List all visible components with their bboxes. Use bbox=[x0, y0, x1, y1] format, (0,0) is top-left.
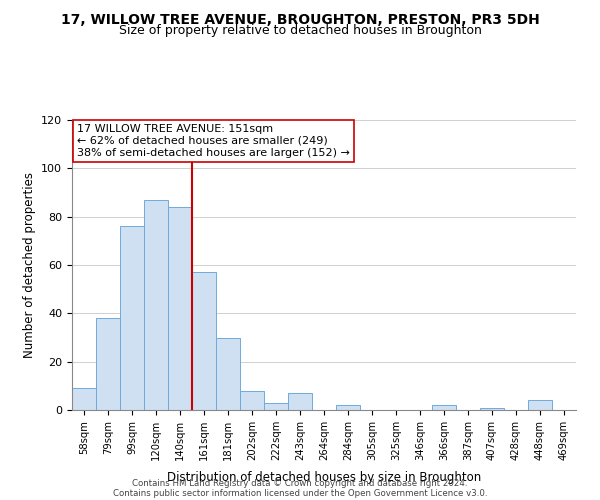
Bar bbox=[96, 318, 120, 410]
Bar bbox=[120, 226, 144, 410]
Bar bbox=[432, 405, 456, 410]
Bar bbox=[240, 390, 264, 410]
X-axis label: Distribution of detached houses by size in Broughton: Distribution of detached houses by size … bbox=[167, 471, 481, 484]
Y-axis label: Number of detached properties: Number of detached properties bbox=[23, 172, 35, 358]
Text: 17 WILLOW TREE AVENUE: 151sqm
← 62% of detached houses are smaller (249)
38% of : 17 WILLOW TREE AVENUE: 151sqm ← 62% of d… bbox=[77, 124, 350, 158]
Bar bbox=[216, 338, 240, 410]
Bar bbox=[288, 393, 312, 410]
Bar bbox=[480, 408, 504, 410]
Bar bbox=[528, 400, 552, 410]
Bar bbox=[264, 403, 288, 410]
Text: Contains public sector information licensed under the Open Government Licence v3: Contains public sector information licen… bbox=[113, 488, 487, 498]
Text: Size of property relative to detached houses in Broughton: Size of property relative to detached ho… bbox=[119, 24, 481, 37]
Bar bbox=[168, 207, 192, 410]
Bar bbox=[144, 200, 168, 410]
Bar bbox=[336, 405, 360, 410]
Bar bbox=[192, 272, 216, 410]
Bar bbox=[72, 388, 96, 410]
Text: Contains HM Land Registry data © Crown copyright and database right 2024.: Contains HM Land Registry data © Crown c… bbox=[132, 478, 468, 488]
Text: 17, WILLOW TREE AVENUE, BROUGHTON, PRESTON, PR3 5DH: 17, WILLOW TREE AVENUE, BROUGHTON, PREST… bbox=[61, 12, 539, 26]
